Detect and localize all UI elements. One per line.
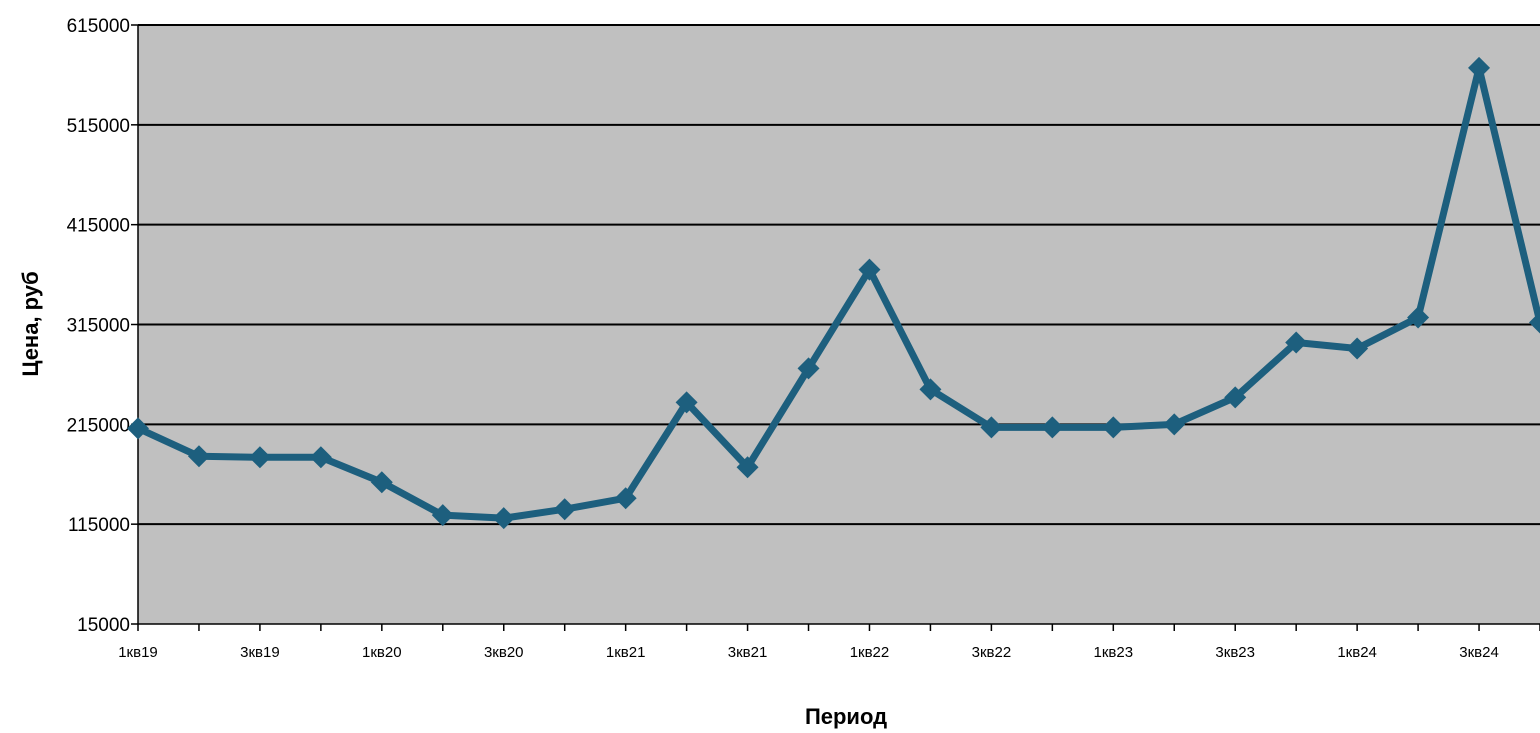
data-point-marker [1163, 413, 1186, 436]
data-point-marker [1041, 416, 1064, 439]
x-tick-label: 1кв24 [1337, 644, 1377, 661]
data-point-marker [1102, 416, 1125, 439]
x-tick-label: 3кв21 [728, 644, 768, 661]
data-point-marker [492, 507, 515, 530]
x-axis-ticks: 1кв19 3кв19 1кв20 3кв20 1кв21 3кв21 1кв22 3кв22… [118, 624, 1540, 661]
data-point-marker [858, 258, 881, 281]
data-point-marker [309, 446, 332, 469]
x-tick-label: 3кв24 [1459, 644, 1499, 661]
y-tick-label: 315000 [67, 316, 130, 337]
data-point-marker [553, 498, 576, 521]
data-point-marker [675, 391, 698, 414]
y-tick-label: 115000 [68, 515, 130, 536]
y-axis-title: Цена, руб [18, 271, 43, 376]
x-tick-label: 1кв20 [362, 644, 402, 661]
data-point-marker [736, 456, 759, 479]
data-point-marker [614, 487, 637, 510]
series-group [127, 56, 1540, 530]
x-axis-title: Период [805, 704, 887, 729]
y-tick-label: 515000 [67, 116, 130, 137]
data-point-marker [370, 471, 393, 494]
y-tick-label: 615000 [67, 16, 130, 37]
y-tick-label: 215000 [67, 415, 130, 436]
y-tick-label: 415000 [67, 216, 130, 237]
y-tick-label: 15000 [77, 615, 130, 636]
data-point-marker [797, 357, 820, 380]
data-point-marker [1346, 337, 1369, 360]
x-tick-label: 3кв20 [484, 644, 524, 661]
series-line [134, 64, 1540, 522]
data-point-marker [1224, 386, 1247, 409]
x-tick-label: 1кв23 [1094, 644, 1134, 661]
x-tick-label: 1кв21 [606, 644, 646, 661]
x-tick-label: 1кв19 [118, 644, 158, 661]
data-point-marker [1285, 331, 1308, 354]
data-point-marker [980, 416, 1003, 439]
x-tick-label: 1кв22 [850, 644, 890, 661]
data-point-marker [431, 504, 454, 527]
x-tick-label: 3кв19 [240, 644, 280, 661]
data-point-marker [187, 445, 210, 468]
data-point-marker [1468, 56, 1491, 79]
y-axis-ticks: 15000 115000 215000 315000 415000 515000 61500… [67, 16, 1540, 636]
data-point-marker [248, 446, 271, 469]
data-point-marker [127, 417, 149, 440]
data-point-marker [919, 378, 942, 401]
x-tick-label: 3кв22 [972, 644, 1012, 661]
data-point-marker [1407, 306, 1430, 329]
data-point-marker [1529, 311, 1540, 334]
x-tick-label: 3кв23 [1215, 644, 1255, 661]
